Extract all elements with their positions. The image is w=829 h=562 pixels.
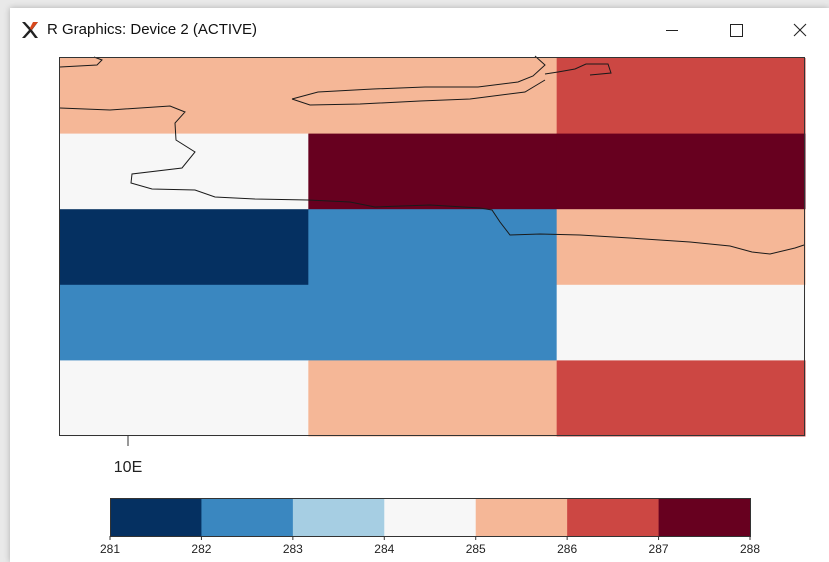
heatmap-cell-r2-c1 [308,209,558,286]
heatmap-cell-r2-c0 [60,209,309,286]
colorbar-swatch-2 [292,498,385,536]
heatmap-cell-r4-c1 [308,360,558,437]
maximize-button[interactable] [704,8,768,52]
heatmap-cell-r4-c2 [556,360,806,437]
colorbar: 281 282 283 284 285 286 287 288 [100,498,760,556]
colorbar-swatch-6 [658,498,751,536]
colorbar-tick-label-3: 284 [374,542,394,556]
colorbar-swatch-1 [201,498,294,536]
r-graphics-window: R Graphics: Device 2 (ACTIVE) [10,8,829,562]
heatmap-cell-r3-c1 [308,284,558,361]
coastline-island [291,55,546,100]
plot-border [59,57,805,436]
minimize-icon [666,30,678,31]
heatmap-cell-r1-c2 [556,133,806,210]
colorbar-tick-label-7: 288 [740,542,760,556]
colorbar-tick-label-2: 283 [283,542,303,556]
colorbar-tick-label-1: 282 [191,542,211,556]
heatmap-cell-r4-c0 [60,360,309,437]
x-tick-label-10e: 10E [114,459,142,476]
colorbar-swatch-0 [110,498,202,536]
heatmap-cell-r0-c1 [308,58,558,135]
close-button[interactable] [768,8,829,52]
close-icon [793,23,807,37]
r-x-logo-icon [22,22,38,38]
colorbar-tick-label-4: 285 [466,542,486,556]
heatmap-cell-r1-c0 [60,133,309,210]
colorbar-tick-label-0: 281 [100,542,120,556]
window-title: R Graphics: Device 2 (ACTIVE) [47,21,258,38]
coastline-island-lower [291,79,546,106]
heatmap-cells [60,58,806,437]
heatmap-cell-r0-c2 [556,58,806,135]
colorbar-tick-label-6: 287 [649,542,669,556]
minimize-button[interactable] [640,8,704,52]
plot-area: 10E 281 282 283 284 285 286 287 288 [10,52,829,562]
coastline-main [59,105,805,255]
heatmap-cell-r3-c0 [60,284,309,361]
coastline-north [59,56,103,68]
heatmap-cell-r1-c1 [308,133,558,210]
heatmap-cell-r3-c2 [556,284,806,361]
colorbar-tick-label-5: 286 [557,542,577,556]
colorbar-swatch-5 [567,498,659,536]
heatmap-chart: 10E 281 282 283 284 285 286 287 288 [59,55,806,556]
title-bar[interactable]: R Graphics: Device 2 (ACTIVE) [10,8,829,52]
coastline-gulf [544,63,612,76]
colorbar-swatch-4 [475,498,568,536]
heatmap-cell-r0-c0 [60,58,309,135]
colorbar-border [110,498,751,537]
colorbar-swatch-3 [384,498,477,536]
heatmap-cell-r2-c2 [556,209,806,286]
coastlines [59,55,805,255]
maximize-icon [729,23,743,37]
